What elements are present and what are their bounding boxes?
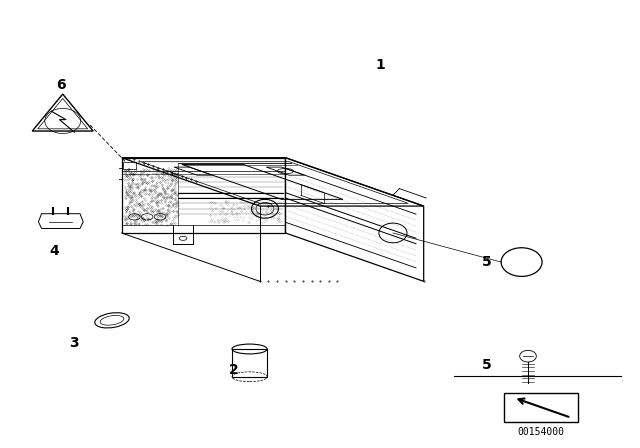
Text: ⚠: ⚠ [56,114,69,128]
Text: 5: 5 [481,358,492,372]
Text: 2: 2 [228,362,239,377]
Text: 4: 4 [49,244,60,258]
Text: 00154000: 00154000 [517,427,564,437]
Text: 5: 5 [481,255,492,269]
Text: 6: 6 [56,78,66,92]
Text: 3: 3 [68,336,79,350]
Bar [232,349,268,377]
Bar [123,162,136,169]
Bar [504,393,578,422]
Text: 1: 1 [376,58,386,72]
